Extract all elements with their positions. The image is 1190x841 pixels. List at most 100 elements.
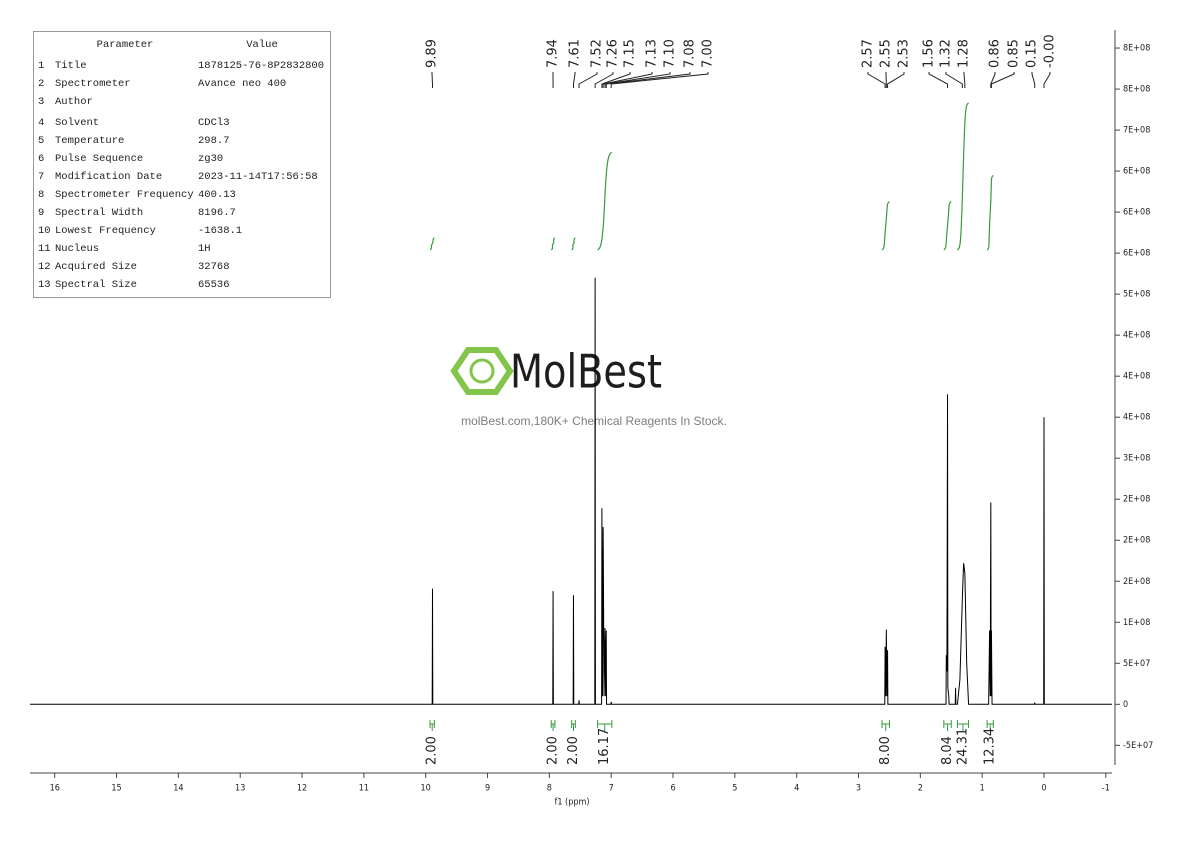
integral-bracket xyxy=(550,720,556,731)
peak-label: 7.15 xyxy=(623,39,638,68)
integral-label: 2.00 xyxy=(546,736,561,765)
peak-label: 0.15 xyxy=(1025,39,1040,68)
peak-leader xyxy=(572,72,576,88)
parameter-name: Modification Date xyxy=(55,171,162,183)
y-tick-label: 8E+08 xyxy=(1123,85,1150,95)
integral-label: 8.00 xyxy=(878,736,893,765)
row-number: 3 xyxy=(38,96,44,108)
parameter-value: Avance neo 400 xyxy=(198,78,286,90)
integral-curve xyxy=(571,237,576,251)
integral-curve xyxy=(429,237,435,251)
parameter-name: Spectral Size xyxy=(55,279,137,291)
peak-leader xyxy=(602,72,653,88)
peak-label: 7.61 xyxy=(568,39,583,68)
row-number: 7 xyxy=(38,171,44,183)
x-tick-label: 11 xyxy=(359,784,369,794)
parameter-name: Pulse Sequence xyxy=(55,153,143,165)
peak-leader xyxy=(1043,72,1051,88)
parameter-value: zg30 xyxy=(198,153,223,165)
parameter-table: Parameter Value 1 Title 1878125-76-8P28328… xyxy=(33,31,331,298)
integral-label: 8.04 xyxy=(940,736,955,765)
peak-label: 7.26 xyxy=(606,39,621,68)
parameter-name: Title xyxy=(55,60,87,72)
row-number: 5 xyxy=(38,135,44,147)
peak-leader xyxy=(605,72,691,88)
x-axis-label: f1 (ppm) xyxy=(554,798,589,808)
parameter-value: 8196.7 xyxy=(198,207,236,219)
integral-label: 24.31 xyxy=(955,728,970,765)
brand: MolBest xyxy=(510,345,662,399)
x-tick-label: 3 xyxy=(856,784,861,794)
parameter-value: -1638.1 xyxy=(198,225,242,237)
x-tick-label: 13 xyxy=(235,784,245,794)
peak-label: 1.28 xyxy=(957,39,972,68)
integral-label: 2.00 xyxy=(425,736,440,765)
parameter-name: Spectrometer Frequency xyxy=(55,189,194,201)
y-tick-label: 6E+08 xyxy=(1123,208,1150,218)
y-tick-label: 0 xyxy=(1123,700,1128,710)
parameter-name: Nucleus xyxy=(55,243,99,255)
peak-label: 9.89 xyxy=(425,39,440,68)
table-header: Parameter xyxy=(97,39,154,51)
peak-leader xyxy=(610,72,709,88)
x-tick-label: 5 xyxy=(732,784,737,794)
y-tick-label: 4E+08 xyxy=(1123,413,1150,423)
x-tick-label: 1 xyxy=(980,784,985,794)
parameter-name: Acquired Size xyxy=(55,261,137,273)
x-tick-label: 6 xyxy=(670,784,675,794)
peak-label: 0.85 xyxy=(1007,39,1022,68)
x-tick-label: 14 xyxy=(173,784,183,794)
integral-curve xyxy=(597,151,613,251)
y-tick-label: 6E+08 xyxy=(1123,249,1150,259)
integral-curve xyxy=(986,174,994,251)
x-tick-label: 10 xyxy=(421,784,431,794)
y-tick-label: -5E+07 xyxy=(1123,741,1153,751)
parameter-value: 1878125-76-8P2832800 xyxy=(198,60,324,72)
x-tick-label: 16 xyxy=(50,784,60,794)
peak-leader xyxy=(601,72,631,88)
row-number: 2 xyxy=(38,78,44,90)
integral-bracket xyxy=(956,720,970,731)
peak-label: 7.13 xyxy=(645,39,660,68)
logo-hexagon xyxy=(450,347,514,395)
peak-leader xyxy=(1031,72,1036,88)
y-tick-label: 2E+08 xyxy=(1123,536,1150,546)
integral-label: 12.34 xyxy=(983,728,998,765)
peak-label: 2.55 xyxy=(879,39,894,68)
integral-bracket xyxy=(881,720,890,731)
y-tick-label: 2E+08 xyxy=(1123,495,1150,505)
parameter-name: Solvent xyxy=(55,117,99,129)
peak-label: 1.56 xyxy=(922,39,937,68)
y-tick-label: 5E+07 xyxy=(1123,659,1150,669)
y-tick-label: 7E+08 xyxy=(1123,126,1150,136)
integral-label: 16.17 xyxy=(597,728,612,765)
parameter-value: 32768 xyxy=(198,261,230,273)
row-number: 9 xyxy=(38,207,44,219)
peak-leader xyxy=(990,72,996,88)
integral-bracket xyxy=(943,720,952,731)
tagline: molBest.com,180K+ Chemical Reagents In S… xyxy=(461,414,727,428)
y-tick-label: 4E+08 xyxy=(1123,372,1150,382)
row-number: 1 xyxy=(38,60,44,72)
row-number: 6 xyxy=(38,153,44,165)
x-tick-label: 4 xyxy=(794,784,799,794)
integral-label: 2.00 xyxy=(566,736,581,765)
peak-label: 7.52 xyxy=(590,39,605,68)
parameter-name: Spectral Width xyxy=(55,207,143,219)
y-tick-label: 5E+08 xyxy=(1123,290,1150,300)
x-tick-label: 12 xyxy=(297,784,307,794)
peak-label: 2.53 xyxy=(897,39,912,68)
peak-leader xyxy=(887,72,905,88)
y-tick-label: 8E+08 xyxy=(1123,44,1150,54)
row-number: 4 xyxy=(38,117,44,129)
x-tick-label: 0 xyxy=(1041,784,1046,794)
x-tick-label: 7 xyxy=(609,784,614,794)
peak-label: -0.00 xyxy=(1043,34,1058,68)
peak-label: 7.10 xyxy=(663,39,678,68)
integral-bracket xyxy=(429,720,435,731)
peak-label: 1.32 xyxy=(939,39,954,68)
parameter-value: 65536 xyxy=(198,279,230,291)
